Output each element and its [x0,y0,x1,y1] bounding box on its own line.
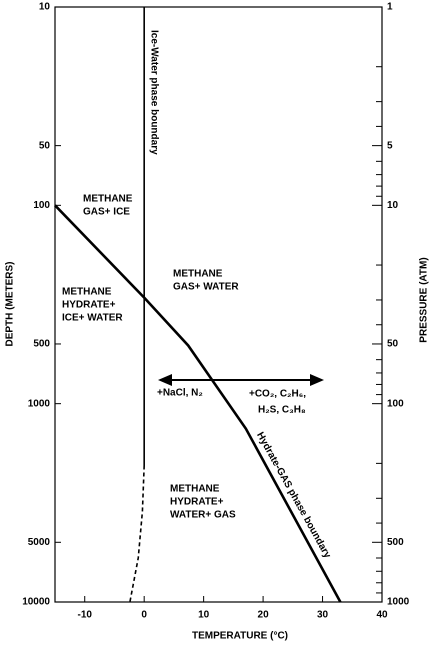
y2-tick-label: 100 [387,398,404,409]
x-tick-label: 10 [198,610,210,621]
region-label: METHANE [170,484,220,495]
region-label: HYDRATE+ [170,497,224,508]
x-tick-label: -10 [78,610,93,621]
series-line [129,465,145,603]
y2-tick-label: 1000 [387,597,410,608]
annotation: H₂S, C₃H₈ [258,405,306,416]
arrow-head [158,374,172,386]
x-tick-label: 30 [317,610,329,621]
series-label: Ice-Water phase boundary [148,30,159,155]
region-label: HYDRATE+ [62,300,116,311]
y-tick-label: 10 [39,2,51,13]
region-label: WATER+ GAS [170,510,236,521]
region-label: ICE+ WATER [62,313,123,324]
y-tick-label: 500 [33,339,50,350]
region-label: METHANE [173,269,223,280]
x-axis-label: TEMPERATURE (°C) [192,631,288,642]
region-label: METHANE [62,287,112,298]
y-tick-label: 1000 [28,398,51,409]
x-tick-label: 20 [258,610,270,621]
series-line [54,204,342,603]
y2-tick-label: 500 [387,537,404,548]
y2-tick-label: 50 [387,339,399,350]
plot-frame [54,6,383,603]
x-tick-label: 40 [376,610,388,621]
y-tick-label: 100 [33,200,50,211]
annotation: +NaCl, N₂ [157,388,203,399]
region-label: GAS+ ICE [83,207,130,218]
y-axis-label: DEPTH (METERS) [5,262,16,347]
annotation: +CO₂, C₂H₆, [249,389,306,400]
y2-tick-label: 5 [387,140,393,151]
y2-tick-label: 1 [387,2,393,13]
arrow [158,374,324,386]
arrow-head [310,374,324,386]
x-tick-label: 0 [141,610,147,621]
series-label: Hydrate-GAS phase boundary [254,430,333,560]
y-tick-label: 10000 [22,597,50,608]
y-tick-label: 50 [39,140,51,151]
region-label: GAS+ WATER [173,282,239,293]
y2-axis-label: PRESSURE (ATM) [419,257,430,342]
y2-tick-label: 10 [387,200,399,211]
y-tick-label: 5000 [28,537,51,548]
region-label: METHANE [83,194,133,205]
